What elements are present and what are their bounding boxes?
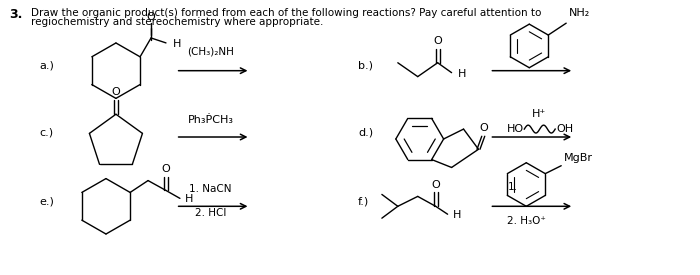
Text: H: H (453, 210, 461, 220)
Text: HO: HO (508, 124, 524, 134)
Text: O: O (162, 164, 170, 174)
Text: e.): e.) (39, 196, 54, 206)
Text: 1.: 1. (508, 182, 517, 191)
Text: c.): c.) (39, 127, 53, 137)
Text: (CH₃)₂NH: (CH₃)₂NH (187, 47, 234, 57)
Text: 1. NaCN: 1. NaCN (189, 185, 232, 194)
Text: Draw the organic product(s) formed from each of the following reactions? Pay car: Draw the organic product(s) formed from … (32, 8, 542, 18)
Text: O: O (431, 180, 440, 189)
Text: O: O (479, 123, 488, 133)
Text: MgBr: MgBr (564, 153, 593, 163)
Text: Ph₃ṖCH₃: Ph₃ṖCH₃ (188, 115, 234, 125)
Text: O: O (111, 87, 120, 97)
Text: OH: OH (556, 124, 573, 134)
Text: H: H (173, 39, 181, 49)
Text: O: O (433, 36, 442, 46)
Text: 2. HCl: 2. HCl (195, 208, 226, 218)
Text: NH₂: NH₂ (569, 8, 590, 18)
Text: H: H (185, 194, 193, 204)
Text: a.): a.) (39, 61, 54, 71)
Text: 2. H₃O⁺: 2. H₃O⁺ (508, 216, 546, 226)
Text: b.): b.) (358, 61, 373, 71)
Text: O: O (147, 12, 155, 22)
Text: H: H (458, 69, 466, 79)
Text: H⁺: H⁺ (532, 109, 547, 119)
Text: 3.: 3. (9, 8, 22, 21)
Text: regiochemistry and stereochemistry where appropriate.: regiochemistry and stereochemistry where… (32, 17, 323, 27)
Text: d.): d.) (358, 127, 373, 137)
Text: f.): f.) (358, 196, 369, 206)
